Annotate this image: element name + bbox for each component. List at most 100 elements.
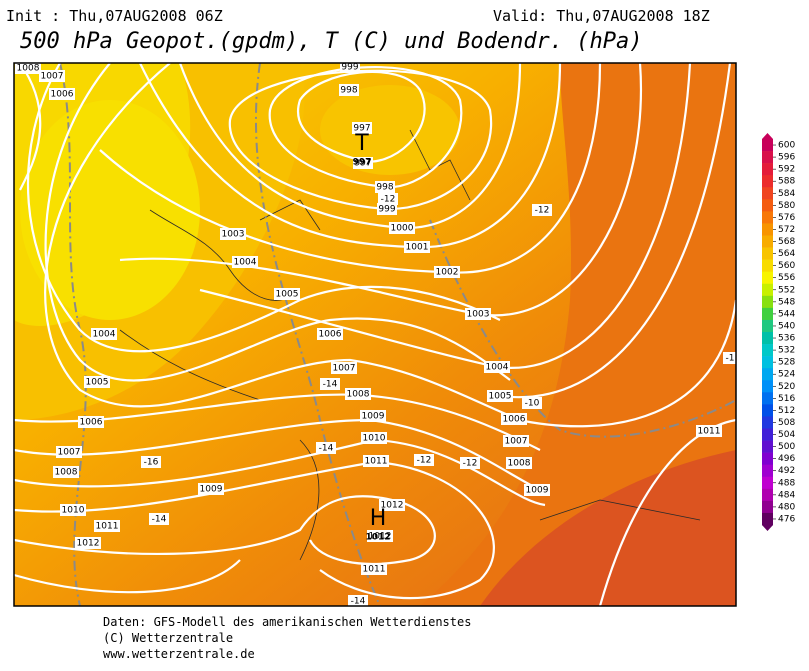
- pressure-label-box: [56, 446, 82, 458]
- colorbar-swatch: [762, 307, 773, 321]
- map-frame: [13, 62, 737, 607]
- isobar: [14, 393, 541, 451]
- pressure-label-group: 1011: [696, 425, 722, 437]
- pressure-label: 997: [353, 124, 370, 134]
- pressure-label: 1007: [333, 364, 356, 374]
- colorbar-label: 476: [778, 514, 795, 524]
- field-band: [420, 63, 736, 606]
- temperature-label: -10: [525, 399, 540, 409]
- pressure-label-box: [487, 390, 513, 402]
- colorbar-label: 488: [778, 478, 795, 488]
- valid-time: Valid: Thu,07AUG2008 18Z: [493, 7, 710, 25]
- pressure-label-group: 1004: [232, 256, 258, 268]
- pressure-label-group: 1011: [363, 455, 389, 467]
- colorbar-swatch: [762, 368, 773, 381]
- pressure-label-box: [361, 563, 387, 575]
- colorbar-top-tip: [762, 133, 773, 139]
- pressure-center-value: 997: [353, 158, 372, 168]
- pressure-label-box: [377, 203, 397, 215]
- colorbar-swatch: [762, 428, 773, 441]
- pressure-label: 1006: [503, 415, 526, 425]
- colorbar-label: 584: [778, 189, 795, 199]
- pressure-label: 1006: [80, 418, 103, 428]
- footer-line: www.wetterzentrale.de: [103, 647, 255, 661]
- pressure-label-group: 1005: [84, 376, 110, 388]
- temperature-label: -1: [726, 354, 735, 364]
- pressure-label-box: [340, 63, 360, 73]
- pressure-label: 1007: [41, 72, 64, 82]
- pressure-label: 1010: [62, 506, 85, 516]
- colorbar-label: 524: [778, 370, 795, 380]
- pressure-label-group: 997: [352, 122, 372, 134]
- temperature-label-group: -12: [378, 193, 398, 205]
- colorbar-label: 596: [778, 153, 795, 163]
- pressure-label: 998: [340, 86, 357, 96]
- pressure-label: 1008: [347, 390, 370, 400]
- pressure-label-group: 998: [339, 84, 359, 96]
- temperature-label-box: [320, 378, 340, 390]
- pressure-label-box: [94, 520, 120, 532]
- pressure-label-group: 997: [353, 157, 373, 169]
- colorbar-swatch: [762, 223, 773, 236]
- colorbar-swatch: [762, 512, 773, 526]
- pressure-label: 1000: [391, 224, 414, 234]
- pressure-label-box: [389, 222, 415, 234]
- pressure-label-box: [360, 410, 386, 422]
- pressure-label-group: 1007: [331, 362, 357, 374]
- colorbar-swatch: [762, 259, 773, 272]
- colorbar-swatch: [762, 175, 773, 188]
- temperature-label-box: [460, 457, 480, 469]
- pressure-label-box: [53, 466, 79, 478]
- pressure-label-group: 1012: [75, 537, 101, 549]
- pressure-label-box: [484, 361, 510, 373]
- pressure-label-group: 1007: [503, 435, 529, 447]
- colorbar-swatch: [762, 452, 773, 465]
- pressure-label-group: 1011: [94, 520, 120, 532]
- isobar: [513, 299, 736, 428]
- map-title: 500 hPa Geopot.(gpdm), T (C) und Bodendr…: [20, 29, 643, 54]
- colorbar-swatch: [762, 440, 773, 453]
- colorbar-label: 588: [778, 177, 795, 187]
- map-labels: 1008100710069999989979979989991000100110…: [15, 63, 736, 606]
- temperature-label-box: [414, 454, 434, 466]
- colorbar-label: 568: [778, 237, 795, 247]
- colorbar-label: 556: [778, 273, 795, 283]
- pressure-label-group: 1005: [274, 288, 300, 300]
- pressure-label: 1006: [51, 90, 74, 100]
- pressure-label-box: [60, 504, 86, 516]
- temperature-label-box: [522, 397, 542, 409]
- isobar: [228, 69, 493, 211]
- pressure-label-group: 1007: [56, 446, 82, 458]
- pressure-label-box: [404, 241, 430, 253]
- pressure-label: 1012: [77, 539, 100, 549]
- temperature-label-box: [149, 513, 169, 525]
- pressure-label-group: 1003: [220, 228, 246, 240]
- colorbar-bottom-tip: [762, 525, 773, 531]
- pressure-center-letter: H: [370, 506, 387, 531]
- temperature-label: -12: [381, 195, 396, 205]
- pressure-label-group: 1009: [360, 410, 386, 422]
- isobar: [44, 63, 511, 382]
- temperature-label: -12: [417, 456, 432, 466]
- pressure-label: 1012: [369, 532, 392, 542]
- isobar: [14, 438, 546, 507]
- pressure-label: 1003: [467, 310, 490, 320]
- temperature-isoline: [429, 219, 736, 438]
- pressure-label: 1005: [489, 392, 512, 402]
- pressure-label-box: [524, 484, 550, 496]
- colorbar-swatch: [762, 380, 773, 393]
- pressure-label-group: 1009: [198, 483, 224, 495]
- colorbar-label: 580: [778, 201, 795, 211]
- pressure-label-box: [379, 499, 405, 511]
- pressure-label-box: [274, 288, 300, 300]
- colorbar-swatch: [762, 163, 773, 176]
- isobar: [14, 460, 495, 600]
- colorbar-swatch: [762, 187, 773, 200]
- pressure-label-box: [434, 266, 460, 278]
- colorbar-swatch: [762, 404, 773, 417]
- pressure-label-box: [317, 328, 343, 340]
- colorbar-swatch: [762, 416, 773, 429]
- colorbar-swatch: [762, 476, 773, 490]
- footer-line: Daten: GFS-Modell des amerikanischen Wet…: [103, 615, 471, 629]
- pressure-label-box: [339, 84, 359, 96]
